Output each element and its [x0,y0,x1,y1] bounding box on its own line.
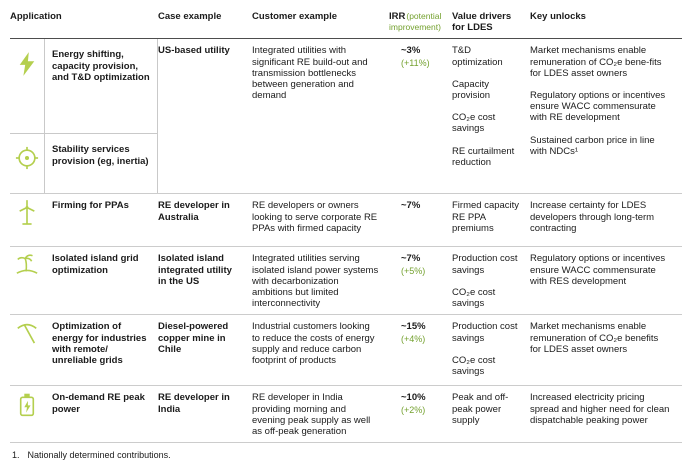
header-customer-example: Customer example [252,11,338,22]
table-row: Optimization of energy for industries wi… [10,315,682,387]
irr-cell: ~10% (+2%) [389,386,452,442]
application-label: Firming for PPAs [52,200,129,212]
table-header: Application Case example Customer exampl… [10,4,682,40]
flywheel-icon [10,134,44,170]
header-key-unlocks: Key unlocks [530,11,586,22]
application-cell: Firming for PPAs [10,194,158,246]
table-row: Energy shifting, capacity provision, and… [10,39,682,195]
table-row: On-demand RE peak power RE developer in … [10,386,682,444]
value-drivers-cell: Firmed capacity RE PPA premiums [452,194,530,246]
case-example-cell: RE developer in Australia [158,200,230,223]
header-value-drivers: Value drivers for LDES [452,11,512,34]
application-cell: Isolated island grid optimization [10,247,158,314]
customer-example-cell: Integrated utilities with significant RE… [252,45,368,102]
irr-improvement: (+4%) [401,333,426,344]
value-driver: Capacity provision [452,78,491,102]
application-label: Energy shifting, capacity provision, and… [52,49,150,83]
customer-example-cell: Integrated utilities serving isolated is… [252,253,379,310]
application-label: Optimization of energy for industries wi… [52,321,147,367]
application-cell: On-demand RE peak power [10,386,158,442]
irr-improvement: (+2%) [401,404,426,415]
key-unlocks-cell: Increased electricity pricing spread and… [530,386,682,442]
case-example-cell: Diesel-powered copper mine in Chile [158,321,229,355]
application-item: Stability services provision (eg, inerti… [10,134,157,170]
key-unlock: Market mechanisms enable remuneration of… [530,321,659,355]
customer-example-cell: Industrial customers looking to reduce t… [252,321,375,367]
value-driver: CO₂e cost savings [452,112,496,135]
irr-value: ~7% [401,200,421,212]
value-driver: RE curtailment reduction [452,145,515,168]
value-driver: Firmed capacity RE PPA premiums [452,200,520,234]
key-unlock: Sustained carbon price in line with NDCs… [530,134,655,157]
irr-improvement: (+5%) [401,265,426,276]
application-label: Isolated island grid optimization [52,253,139,276]
case-example-cell: RE developer in India [158,392,230,415]
value-drivers-cell: Peak and off-peak power supply [452,386,530,442]
key-unlock: Market mechanisms enable remuneration of… [530,45,662,79]
value-driver: Production cost savings [452,321,518,344]
battery-icon [10,386,44,442]
irr-cell: ~7% (+5%) [389,247,452,314]
irr-value: ~10% [401,392,426,404]
key-unlocks-cell: Market mechanisms enable remuneration of… [530,315,682,385]
island-palm-icon [10,247,44,314]
value-driver: CO₂e cost savings [452,354,496,378]
cell-divider [44,39,45,194]
footnote: 1. Nationally determined contributions. [10,443,682,461]
application-label: Stability services provision (eg, inerti… [52,144,149,167]
irr-cell: ~15% (+4%) [389,315,452,385]
irr-cell: ~3% (+11%) [389,39,452,193]
value-driver: Production cost savings [452,253,518,276]
application-label: On-demand RE peak power [52,392,145,415]
irr-value: ~3% [401,45,421,57]
pickaxe-icon [10,315,44,385]
value-driver: Peak and off-peak power supply [452,392,509,426]
header-irr: IRR(potential improvement) [389,4,452,38]
case-example-cell: Isolated island integrated utility in th… [158,253,232,287]
value-drivers-cell: Production cost savings CO₂e cost saving… [452,247,530,314]
value-driver: CO₂e cost savings [452,286,496,310]
application-item: Energy shifting, capacity provision, and… [10,39,157,135]
key-unlocks-cell: Market mechanisms enable remuneration of… [530,39,682,193]
header-case-example: Case example [158,11,222,22]
case-example-cell: US-based utility [158,45,230,57]
wind-turbine-icon [10,194,44,246]
irr-cell: ~7% [389,194,452,246]
value-drivers-cell: Production cost savings CO₂e cost saving… [452,315,530,385]
customer-example-cell: RE developer in India providing morning … [252,392,371,438]
table-row: Isolated island grid optimization Isolat… [10,247,682,316]
customer-example-cell: RE developers or owners looking to serve… [252,200,378,234]
key-unlocks-cell: Regulatory options or incentives ensure … [530,247,682,314]
key-unlock: Increase certainty for LDES developers t… [530,200,655,234]
value-driver: T&D optimization [452,45,503,68]
application-cell: Energy shifting, capacity provision, and… [10,39,158,194]
key-unlock: Regulatory options or incentives ensure … [530,253,666,287]
header-irr-subtext: (potential improvement) [389,11,442,33]
key-unlocks-cell: Increase certainty for LDES developers t… [530,194,682,246]
irr-value: ~7% [401,253,421,265]
irr-value: ~15% [401,321,426,333]
application-cell: Optimization of energy for industries wi… [10,315,158,385]
header-irr-label: IRR [389,11,406,22]
irr-improvement: (+11%) [401,57,430,68]
header-application: Application [10,11,62,22]
key-unlock: Regulatory options or incentives ensure … [530,90,666,124]
key-unlock: Increased electricity pricing spread and… [530,392,670,426]
table-row: Firming for PPAs RE developer in Austral… [10,194,682,248]
value-drivers-cell: T&D optimization Capacity provision CO₂e… [452,39,530,193]
lightning-icon [10,39,44,133]
